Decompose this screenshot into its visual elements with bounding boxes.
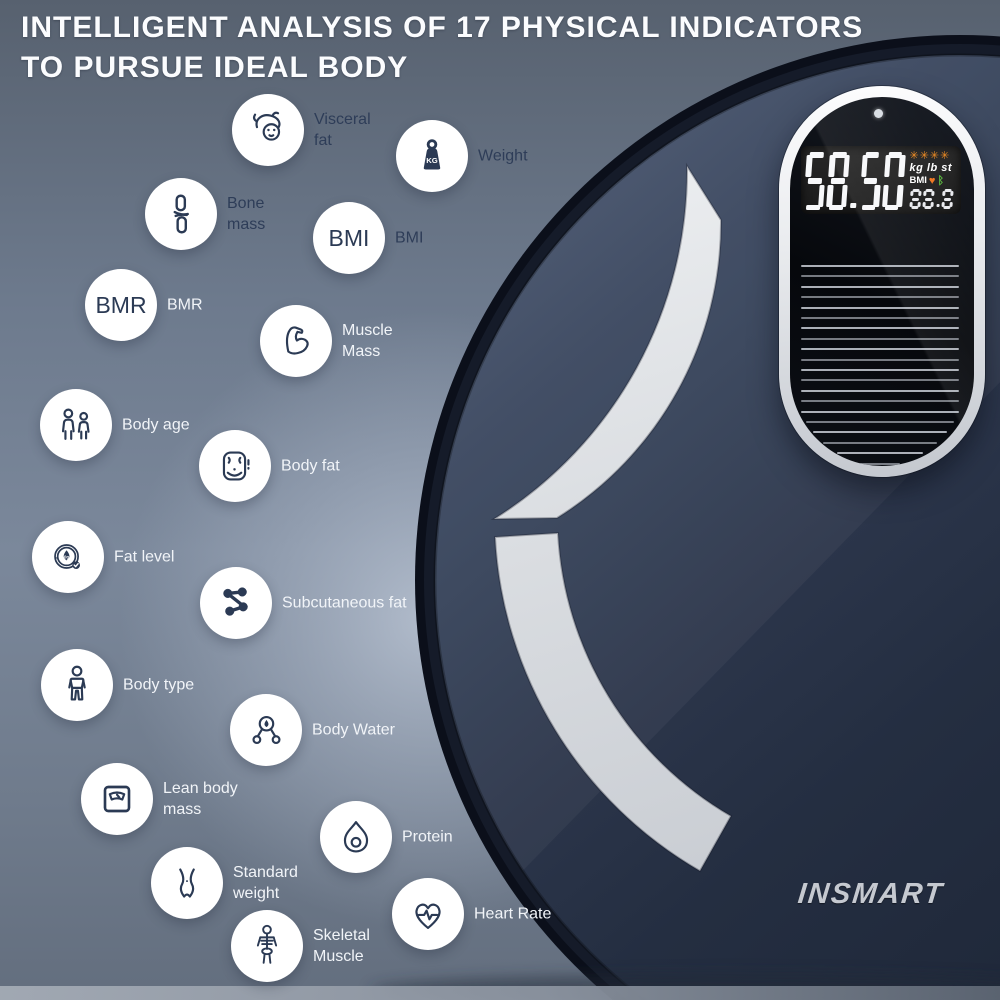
indicator-label: Muscle Mass — [342, 322, 393, 360]
indicator-lean-body-mass: Lean body mass — [81, 763, 238, 835]
zero-g-text: 0g — [64, 554, 69, 559]
indicator-body-fat: Body fat — [199, 430, 340, 502]
weight-kg-icon: KG — [396, 120, 468, 192]
crescent-arc — [490, 162, 733, 873]
electrode-lines — [790, 97, 974, 466]
indicator-heart-rate: Heart Rate — [392, 878, 551, 950]
bmr-icon: BMR — [85, 269, 157, 341]
units-label: kg lb st — [909, 162, 953, 174]
kg-text: KG — [426, 156, 438, 165]
indicator-bmi: BMI BMI — [313, 202, 423, 274]
heart-rate-icon-badge — [392, 878, 464, 950]
body-fat-icon — [199, 430, 271, 502]
indicator-bone-mass: Bone mass — [145, 178, 265, 250]
brand-logo: INSMART — [796, 878, 946, 910]
indicator-label: Fat level — [114, 548, 175, 566]
indicator-protein: Protein — [320, 801, 453, 873]
indicator-label: Heart Rate — [474, 905, 552, 923]
protein-icon — [320, 801, 392, 873]
indicator-label: BMI — [395, 229, 424, 247]
indicator-visceral-fat: Visceral fat — [232, 94, 371, 166]
bluetooth-icon: ᛒ — [937, 174, 945, 187]
indicator-label: Bone mass — [227, 195, 266, 233]
subcutaneous-fat-icon — [200, 567, 272, 639]
indicator-label: Body age — [122, 416, 190, 434]
fat-level-icon: 0g — [32, 521, 104, 593]
indicator-label: Protein — [402, 828, 453, 846]
indicator-label: Visceral fat — [314, 111, 371, 149]
indicator-label: Body Water — [312, 721, 395, 739]
skeletal-muscle-icon — [231, 910, 303, 982]
bmr-badge-text: BMR — [95, 291, 147, 318]
heart-icon: ♥ — [928, 174, 936, 187]
bmi-icon: BMI — [313, 202, 385, 274]
bmi-indicator-label: BMI — [909, 175, 927, 186]
body-water-icon — [230, 694, 302, 766]
indicator-bmr: BMR BMR — [85, 269, 203, 341]
indicator-skeletal-muscle: Skeletal Muscle — [231, 910, 370, 982]
body-age-icon — [40, 389, 112, 461]
indicator-standard-weight: Standard weight — [151, 847, 298, 919]
lcd-side-column: ✳✳✳✳ kg lb st BMI ♥ ᛒ — [908, 150, 960, 210]
signal-level-icons: ✳✳✳✳ — [909, 150, 951, 162]
indicator-label: Weight — [478, 147, 528, 165]
scale-display-pod: ✳✳✳✳ kg lb st BMI ♥ ᛒ — [779, 86, 985, 477]
display-glass: ✳✳✳✳ kg lb st BMI ♥ ᛒ — [790, 97, 974, 466]
body-type-icon — [41, 649, 113, 721]
lcd-panel: ✳✳✳✳ kg lb st BMI ♥ ᛒ — [801, 146, 961, 214]
indicator-body-age: Body age — [40, 389, 190, 461]
indicator-label: Lean body mass — [163, 780, 238, 818]
muscle-mass-icon — [260, 305, 332, 377]
title-line-1: INTELLIGENT ANALYSIS OF 17 PHYSICAL INDI… — [21, 11, 864, 44]
indicator-label: Skeletal Muscle — [313, 927, 370, 965]
bmi-status-row: BMI ♥ ᛒ — [910, 175, 945, 187]
sensor-dot-light — [874, 109, 883, 118]
lean-body-mass-icon — [81, 763, 153, 835]
page-title: INTELLIGENT ANALYSIS OF 17 PHYSICAL INDI… — [21, 8, 863, 88]
glass-edge-line — [433, 53, 1000, 1000]
indicator-label: Standard weight — [233, 864, 298, 902]
indicator-label: Body type — [123, 676, 195, 694]
indicator-label: Subcutaneous fat — [282, 594, 407, 612]
crescent-lower-segment — [493, 531, 733, 873]
indicator-fat-level: 0g Fat level — [32, 521, 174, 593]
visceral-fat-icon — [232, 94, 304, 166]
indicator-muscle-mass: Muscle Mass — [260, 305, 393, 377]
floor-strip — [0, 986, 1000, 1000]
crescent-upper-segment — [490, 162, 723, 521]
indicator-label: Body fat — [281, 457, 340, 475]
indicator-body-type: Body type — [41, 649, 194, 721]
title-line-2: TO PURSUE IDEAL BODY — [21, 51, 409, 84]
indicator-label: BMR — [167, 296, 203, 314]
bmi-badge-text: BMI — [328, 224, 370, 251]
indicator-subcutaneous-fat: Subcutaneous fat — [200, 567, 407, 639]
bone-mass-icon — [145, 178, 217, 250]
standard-weight-icon — [151, 847, 223, 919]
indicator-body-water: Body Water — [230, 694, 395, 766]
indicator-weight: KG Weight — [396, 120, 528, 192]
